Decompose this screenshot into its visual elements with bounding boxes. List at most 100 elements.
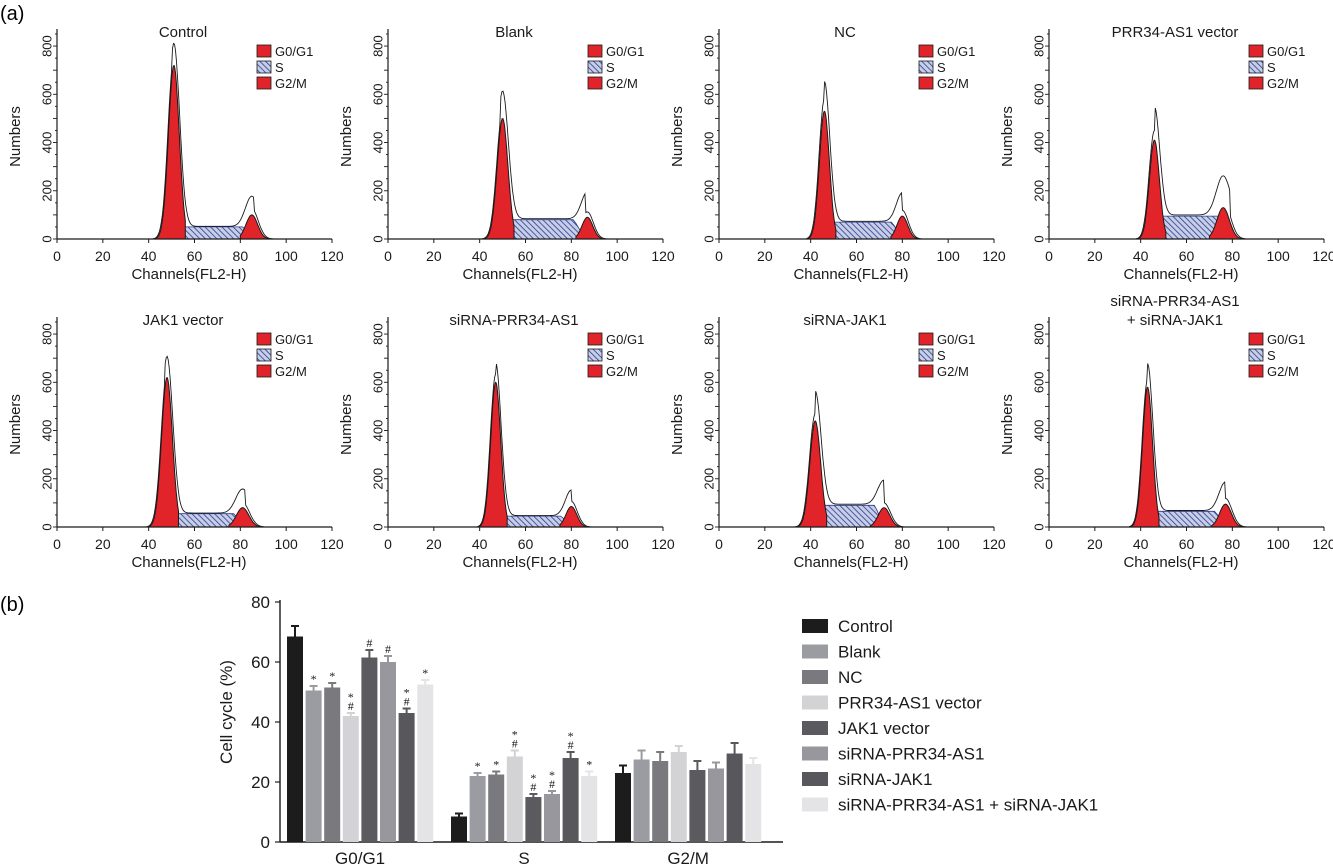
x-tick-label: 20 [95, 248, 111, 264]
panel-title-line: NC [834, 24, 856, 41]
y-tick-label: 400 [702, 420, 717, 442]
y-tick-label: 600 [371, 371, 386, 393]
x-tick-label: 60 [1179, 248, 1195, 264]
bar [380, 662, 396, 842]
x-axis-title: Channels(FL2-H) [462, 266, 577, 283]
panel-title: NC [834, 24, 856, 41]
legend-swatch [256, 44, 272, 58]
histogram-panel: 0 20 40 60 80 100 120 0 200 400 600 800 Channels(FL2… [669, 312, 1006, 571]
legend-label: S [1267, 348, 1276, 363]
x-tick-label: 100 [605, 248, 629, 264]
envelope-line [1136, 107, 1247, 240]
y-tick-label: 400 [371, 132, 386, 154]
significance-mark: * [568, 729, 574, 743]
bar [361, 657, 378, 842]
legend-swatch [587, 348, 603, 362]
x-tick-label: 120 [651, 536, 675, 552]
y-axis-title: Numbers [7, 394, 24, 455]
y-tick-label: 800 [371, 35, 386, 57]
x-tick-label: 60 [518, 536, 534, 552]
x-tick-label: 100 [274, 248, 298, 264]
x-tick-label: 20 [426, 536, 442, 552]
significance-mark: * [493, 758, 499, 772]
x-tick-label: 100 [936, 248, 960, 264]
y-tick-label: 0 [371, 523, 386, 530]
x-tick-label: 40 [1133, 536, 1149, 552]
legend-label: G2/M [275, 364, 307, 379]
x-tick-label: 20 [95, 536, 111, 552]
envelope-line [153, 42, 275, 240]
x-tick-label: 0 [1045, 536, 1053, 552]
legend-swatch [256, 332, 272, 346]
legend-label: G2/M [1267, 364, 1299, 379]
bar [689, 770, 706, 842]
legend-label: G0/G1 [1267, 44, 1305, 59]
x-tick-label: 80 [1225, 248, 1241, 264]
x-tick-label: 120 [982, 248, 1006, 264]
bar [670, 752, 687, 842]
g2-m-peak [239, 214, 273, 240]
y-tick-label: 400 [40, 420, 55, 442]
bar [562, 758, 579, 842]
x-tick-label: 20 [426, 248, 442, 264]
y-tick-label: 600 [1032, 371, 1047, 393]
legend-swatch [918, 76, 934, 90]
legend-swatch [918, 348, 934, 362]
legend-label: G2/M [937, 76, 969, 91]
significance-mark: * [348, 690, 354, 704]
x-tick-label: 80 [895, 248, 911, 264]
legend-label: G0/G1 [275, 332, 313, 347]
envelope-line [1129, 363, 1247, 528]
bar [287, 636, 303, 842]
legend-swatch [256, 348, 272, 362]
g2-m-peak [890, 215, 922, 240]
y-tick-label: 0 [371, 235, 386, 242]
x-tick-label: 40 [472, 536, 488, 552]
legend-label: G0/G1 [937, 44, 975, 59]
bar [417, 684, 434, 842]
y-tick-label: 600 [702, 83, 717, 105]
x-tick-label: 60 [849, 248, 865, 264]
legend-swatch [256, 76, 272, 90]
bar [581, 776, 598, 842]
y-tick-label: 200 [702, 468, 717, 490]
bar [324, 687, 341, 842]
y-axis-title: Numbers [338, 394, 355, 455]
x-axis-title: Channels(FL2-H) [131, 554, 246, 571]
g2-m-peak [559, 505, 591, 528]
y-tick-label: 0 [40, 235, 55, 242]
significance-mark: # [385, 642, 391, 656]
y-tick-label: 600 [702, 371, 717, 393]
y-tick-label: 40 [251, 713, 270, 732]
x-tick-label: 20 [1087, 248, 1103, 264]
y-tick-label: 200 [1032, 468, 1047, 490]
x-axis-title: Channels(FL2-H) [793, 266, 908, 283]
legend-swatch [802, 670, 828, 684]
legend-label: S [275, 60, 284, 75]
histogram-panel: 0 20 40 60 80 100 120 0 200 400 600 800 Channels(FL2… [338, 312, 675, 571]
bar [633, 759, 650, 842]
bar [506, 756, 523, 842]
g2-m-peak [575, 216, 607, 240]
legend-swatch [1248, 60, 1264, 74]
histogram-panel: 0 20 40 60 80 100 120 0 200 400 600 800 Channels(FL2… [999, 24, 1333, 283]
y-axis-title: Numbers [7, 106, 24, 167]
significance-mark: # [530, 780, 536, 794]
legend-swatch [1248, 332, 1264, 346]
bar [342, 716, 359, 842]
panel-title: Control [159, 24, 207, 41]
g0-g1-peak [479, 381, 508, 528]
x-tick-label: 120 [320, 248, 344, 264]
legend-swatch [802, 695, 828, 710]
envelope-line [481, 90, 608, 240]
g0-g1-peak [1131, 386, 1160, 528]
y-axis-title: Numbers [669, 106, 686, 167]
legend-label: S [606, 60, 615, 75]
y-tick-label: 800 [1032, 35, 1047, 57]
y-axis-title: Cell cycle (%) [217, 660, 236, 764]
legend-label: G2/M [937, 364, 969, 379]
y-tick-label: 600 [40, 83, 55, 105]
x-tick-label: 100 [274, 536, 298, 552]
bar [469, 776, 486, 842]
envelope-line [805, 81, 923, 240]
